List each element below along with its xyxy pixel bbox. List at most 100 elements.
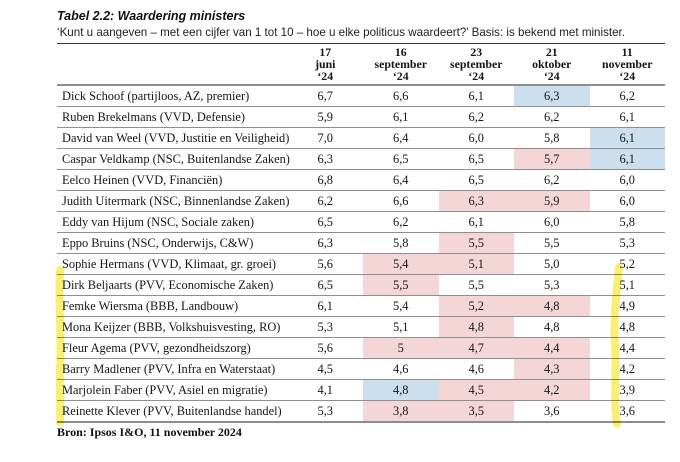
rating-cell: 6,0: [589, 169, 665, 192]
minister-name-cell: Reinette Klever (PVV, Buitenlandse hande…: [57, 400, 288, 424]
rating-cell: 5,7: [514, 148, 590, 171]
rating-cell: 4,8: [589, 316, 665, 339]
rating-cell: 6,3: [287, 148, 363, 171]
minister-name-cell: Caspar Veldkamp (NSC, Buitenlandse Zaken…: [57, 148, 290, 171]
minister-name-cell: Barry Madlener (PVV, Infra en Waterstaat…: [57, 358, 288, 381]
rating-cell: 4,2: [589, 358, 665, 381]
rating-cell: 6,5: [287, 211, 363, 234]
rating-cell: 5,1: [363, 316, 439, 339]
rating-cell: 5,0: [514, 253, 590, 276]
minister-name-cell: Femke Wiersma (BBB, Landbouw): [57, 295, 288, 318]
rating-cell: 6,0: [438, 127, 514, 150]
column-header: 17 juni ‘24: [287, 43, 363, 87]
minister-name-cell: Dirk Beljaarts (PVV, Economische Zaken): [57, 274, 288, 297]
rating-cell: 7,0: [287, 127, 363, 150]
rating-cell: 6,2: [287, 190, 363, 213]
rating-cell: 6,5: [438, 169, 514, 192]
minister-name-cell: Mona Keijzer (BBB, Volkshuisvesting, RO): [57, 316, 288, 339]
rating-cell: 6,5: [438, 148, 514, 171]
rating-cell: 4,3: [514, 358, 590, 381]
rating-cell: 5,8: [514, 127, 590, 150]
rating-cell: 6,0: [514, 211, 590, 234]
table-row: Reinette Klever (PVV, Buitenlandse hande…: [57, 400, 665, 424]
rating-cell: 6,3: [514, 85, 590, 108]
minister-name-cell: Dick Schoof (partijloos, AZ, premier): [57, 85, 288, 108]
minister-name-cell: David van Weel (VVD, Justitie en Veiligh…: [57, 127, 289, 150]
rating-cell: 5: [363, 337, 439, 360]
rating-cell: 5,5: [514, 232, 590, 255]
rating-cell: 4,5: [438, 379, 514, 402]
rating-cell: 4,8: [363, 379, 439, 402]
table-row: Fleur Agema (PVV, gezondheidszorg) 5,6 5 4,…: [57, 337, 665, 360]
rating-cell: 6,1: [589, 127, 665, 150]
minister-name-cell: Eddy van Hijum (NSC, Sociale zaken): [57, 211, 288, 234]
rating-cell: 5,2: [589, 253, 665, 276]
rating-cell: 4,1: [287, 379, 363, 402]
rating-cell: 6,1: [438, 85, 514, 108]
rating-cell: 4,9: [589, 295, 665, 318]
rating-cell: 5,8: [589, 211, 665, 234]
table-row: Femke Wiersma (BBB, Landbouw) 6,1 5,4 5,2 4,…: [57, 295, 665, 318]
rating-cell: 6,8: [287, 169, 363, 192]
rating-cell: 5,3: [589, 232, 665, 255]
rating-cell: 6,1: [287, 295, 363, 318]
minister-ratings-table: 17 juni ‘24 16 september ‘24 23 september …: [57, 43, 665, 424]
minister-name-cell: Ruben Brekelmans (VVD, Defensie): [57, 106, 288, 129]
table-row: Dirk Beljaarts (PVV, Economische Zaken) 6…: [57, 274, 665, 297]
minister-name-cell: Judith Uitermark (NSC, Binnenlandse Zake…: [57, 190, 289, 213]
table-body: Dick Schoof (partijloos, AZ, premier) 6,7…: [57, 85, 665, 424]
column-header: 21 oktober ‘24: [514, 43, 590, 87]
table-row: Eppo Bruins (NSC, Onderwijs, C&W) 6,3 5,8 5…: [57, 232, 665, 255]
rating-cell: 6,7: [287, 85, 363, 108]
rating-cell: 4,5: [287, 358, 363, 381]
table-row: Marjolein Faber (PVV, Asiel en migratie)…: [57, 379, 665, 402]
rating-cell: 4,8: [438, 316, 514, 339]
rating-cell: 4,2: [514, 379, 590, 402]
minister-name-cell: Sophie Hermans (VVD, Klimaat, gr. groei): [57, 253, 288, 276]
minister-name-cell: Eppo Bruins (NSC, Onderwijs, C&W): [57, 232, 288, 255]
rating-cell: 6,2: [589, 85, 665, 108]
minister-name-cell: Fleur Agema (PVV, gezondheidszorg): [57, 337, 288, 360]
header-row: 17 juni ‘24 16 september ‘24 23 september …: [57, 43, 665, 87]
rating-cell: 4,7: [438, 337, 514, 360]
rating-cell: 3,5: [438, 400, 514, 424]
table-subtitle: ‘Kunt u aangeven – met een cijfer van 1 …: [57, 26, 625, 39]
minister-name-cell: Marjolein Faber (PVV, Asiel en migratie): [57, 379, 288, 402]
rating-cell: 5,9: [514, 190, 590, 213]
rating-cell: 5,8: [363, 232, 439, 255]
table-row: Mona Keijzer (BBB, Volkshuisvesting, RO)…: [57, 316, 665, 339]
table-row: Caspar Veldkamp (NSC, Buitenlandse Zaken…: [57, 148, 665, 171]
rating-cell: 6,6: [363, 190, 439, 213]
rating-cell: 5,4: [363, 295, 439, 318]
table-row: David van Weel (VVD, Justitie en Veiligh…: [57, 127, 665, 150]
rating-cell: 4,4: [589, 337, 665, 360]
corner-cell: [57, 43, 288, 87]
rating-cell: 5,3: [287, 316, 363, 339]
rating-cell: 6,6: [363, 85, 439, 108]
rating-cell: 3,6: [589, 400, 665, 424]
table-row: Sophie Hermans (VVD, Klimaat, gr. groei)…: [57, 253, 665, 276]
rating-cell: 6,4: [363, 127, 439, 150]
rating-cell: 6,1: [363, 106, 439, 129]
rating-cell: 4,4: [514, 337, 590, 360]
minister-name-cell: Eelco Heinen (VVD, Financiën): [57, 169, 288, 192]
rating-cell: 6,2: [514, 169, 590, 192]
rating-cell: 3,9: [589, 379, 665, 402]
rating-cell: 5,3: [514, 274, 590, 297]
rating-cell: 4,8: [514, 316, 590, 339]
rating-cell: 6,3: [287, 232, 363, 255]
rating-cell: 4,6: [438, 358, 514, 381]
column-header: 16 september ‘24: [363, 43, 439, 87]
rating-cell: 4,8: [514, 295, 590, 318]
table-row: Eelco Heinen (VVD, Financiën) 6,8 6,4 6,5 6,…: [57, 169, 665, 192]
rating-cell: 5,1: [438, 253, 514, 276]
rating-cell: 5,9: [287, 106, 363, 129]
rating-cell: 6,0: [589, 190, 665, 213]
table-row: Judith Uitermark (NSC, Binnenlandse Zake…: [57, 190, 665, 213]
table-row: Barry Madlener (PVV, Infra en Waterstaat…: [57, 358, 665, 381]
rating-cell: 5,5: [363, 274, 439, 297]
rating-cell: 5,3: [287, 400, 363, 424]
rating-cell: 6,5: [363, 148, 439, 171]
rating-cell: 6,2: [363, 211, 439, 234]
rating-cell: 6,2: [438, 106, 514, 129]
